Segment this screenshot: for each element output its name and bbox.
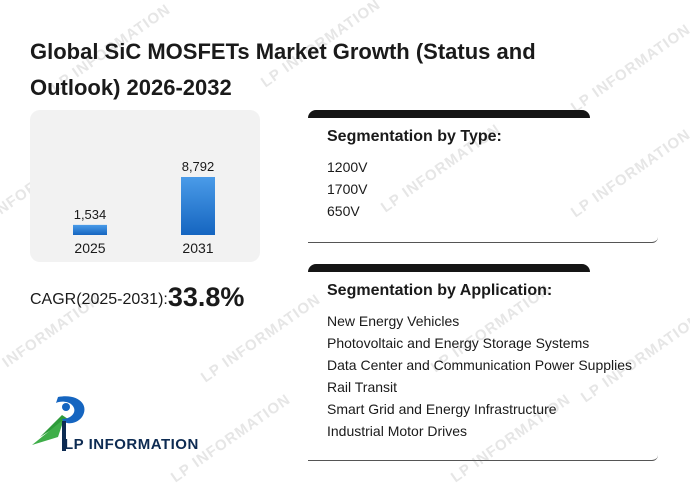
segmentation-type-box: Segmentation by Type: 1200V 1700V 650V	[308, 110, 658, 243]
segmentation-application-item: Smart Grid and Energy Infrastructure	[327, 401, 557, 417]
segmentation-header-bar	[308, 264, 590, 272]
bar-chart: 1,534 2025 8,792 2031	[73, 159, 215, 256]
segmentation-type-list: 1200V 1700V 650V	[327, 156, 658, 222]
segmentation-application-item: Photovoltaic and Energy Storage Systems	[327, 335, 590, 351]
cagr-label: CAGR(2025-2031):	[30, 291, 168, 308]
bar-2025	[73, 224, 107, 235]
segmentation-type-item: 1700V	[327, 181, 368, 197]
bar-value-label: 8,792	[182, 159, 215, 174]
logo-text: LP INFORMATION	[64, 436, 199, 453]
lp-information-logo-icon	[32, 396, 85, 451]
segmentation-application-item: Data Center and Communication Power Supp…	[327, 357, 633, 373]
segmentation-type-item: 650V	[327, 203, 360, 219]
segmentation-application-item: Rail Transit	[327, 379, 398, 395]
bar-value-label: 1,534	[74, 207, 107, 222]
cagr-value: 33.8%	[167, 282, 245, 312]
segmentation-application-item: New Energy Vehicles	[327, 313, 460, 329]
segmentation-type-title: Segmentation by Type:	[327, 128, 502, 145]
segmentation-application-item: Industrial Motor Drives	[327, 423, 468, 439]
chart-panel: 1,534 2025 8,792 2031	[30, 110, 260, 262]
segmentation-application-title: Segmentation by Application:	[327, 282, 553, 299]
segmentation-header-bar	[308, 110, 590, 118]
page-title: Global SiC MOSFETs Market Growth (Status…	[30, 39, 536, 100]
category-label: 2031	[182, 240, 213, 256]
segmentation-type-item: 1200V	[327, 159, 368, 175]
segmentation-application-list: New Energy Vehicles Photovoltaic and Ene…	[327, 310, 658, 442]
cagr: CAGR(2025-2031):33.8%	[30, 282, 244, 313]
bar-2031	[181, 177, 215, 235]
category-label: 2025	[74, 240, 105, 256]
segmentation-application-box: Segmentation by Application: New Energy …	[308, 264, 658, 461]
